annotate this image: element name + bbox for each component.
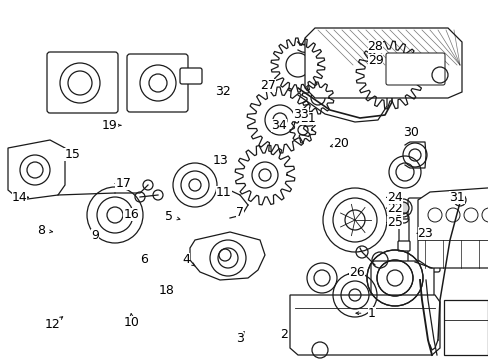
Text: 25: 25 xyxy=(386,216,402,229)
Polygon shape xyxy=(417,185,488,268)
FancyBboxPatch shape xyxy=(47,52,118,113)
FancyBboxPatch shape xyxy=(397,241,409,251)
Text: 29: 29 xyxy=(367,54,383,67)
Text: 24: 24 xyxy=(386,191,402,204)
Text: 4: 4 xyxy=(182,253,189,266)
Text: 34: 34 xyxy=(270,119,286,132)
Text: 10: 10 xyxy=(124,316,140,329)
Text: 16: 16 xyxy=(123,208,139,221)
Text: 26: 26 xyxy=(348,266,364,279)
Text: 15: 15 xyxy=(64,148,80,161)
Polygon shape xyxy=(305,28,461,98)
Text: 7: 7 xyxy=(235,206,243,219)
Text: 33: 33 xyxy=(292,108,308,121)
Text: 1: 1 xyxy=(367,307,375,320)
Text: 2: 2 xyxy=(279,328,287,341)
Text: 28: 28 xyxy=(367,40,383,53)
Text: 32: 32 xyxy=(214,85,230,98)
FancyBboxPatch shape xyxy=(127,54,187,112)
Text: 11: 11 xyxy=(216,186,231,199)
Text: 18: 18 xyxy=(158,284,174,297)
Polygon shape xyxy=(8,140,65,200)
Text: 5: 5 xyxy=(164,210,172,222)
Text: 21: 21 xyxy=(300,112,315,125)
Text: 12: 12 xyxy=(45,318,61,330)
Text: 31: 31 xyxy=(448,191,464,204)
Circle shape xyxy=(396,202,408,214)
Polygon shape xyxy=(443,300,487,355)
Text: 22: 22 xyxy=(386,202,402,215)
FancyBboxPatch shape xyxy=(398,219,408,243)
FancyBboxPatch shape xyxy=(407,198,439,272)
FancyBboxPatch shape xyxy=(370,261,433,314)
Polygon shape xyxy=(190,232,264,280)
Text: 6: 6 xyxy=(140,253,148,266)
Text: 17: 17 xyxy=(115,177,131,190)
Text: 27: 27 xyxy=(260,79,275,92)
Text: 9: 9 xyxy=(91,229,99,242)
Text: 14: 14 xyxy=(12,191,27,204)
Text: 19: 19 xyxy=(102,119,118,132)
FancyBboxPatch shape xyxy=(385,53,444,85)
Text: 8: 8 xyxy=(38,224,45,237)
Polygon shape xyxy=(289,295,439,355)
Text: 23: 23 xyxy=(417,227,432,240)
Text: 13: 13 xyxy=(212,154,227,167)
FancyBboxPatch shape xyxy=(180,68,202,84)
Text: 3: 3 xyxy=(235,332,243,345)
Text: 20: 20 xyxy=(333,137,348,150)
Text: 30: 30 xyxy=(402,126,418,139)
